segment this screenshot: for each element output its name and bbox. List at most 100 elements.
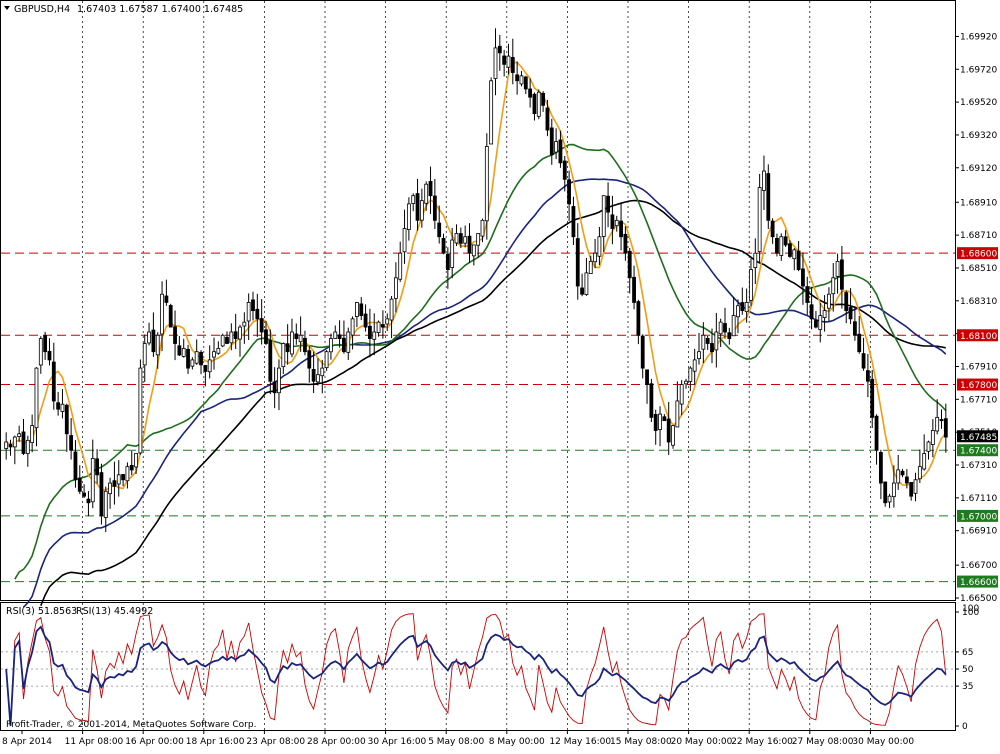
candle-body [606,195,610,213]
level-tag [957,444,998,457]
candle-body [168,305,173,328]
candle-body [337,334,342,339]
candle-body [471,244,476,257]
candle-body [34,367,39,429]
candle-body [424,183,429,204]
candle-body [355,302,359,317]
candle-body [307,350,312,369]
candle-body [411,195,416,204]
candle-body [584,272,589,295]
candle-body [502,55,507,65]
candle-body [662,416,667,422]
candle-body [904,476,909,484]
candle-body [385,318,390,325]
candle-body [701,334,706,350]
candle-body [398,252,403,280]
candle-body [562,160,567,180]
time-label: 15 May 08:00 [610,737,672,747]
price-tick-label: 1.68310 [960,297,997,307]
candle-body [640,335,645,369]
candle-body [619,220,623,238]
candle-body [268,339,273,382]
candle-body [917,466,922,480]
candle-body [731,315,736,337]
candle-body [30,425,35,444]
candle-body [519,75,524,85]
candle-body [610,214,615,229]
candle-body [549,127,554,156]
candle-body [775,237,779,254]
candle-body [597,236,602,257]
candle-body [47,350,52,361]
candle-body [108,482,112,495]
candle-body [112,480,117,487]
candle-body [489,80,494,145]
time-label: 11 Apr 08:00 [65,737,124,747]
candle-body [788,243,792,257]
candle-body [844,292,849,312]
candle-body [69,435,74,451]
candle-body [393,277,398,299]
candle-body [870,378,875,418]
candle-body [138,367,143,454]
rsi-axis: 100 65 50 35 0 100 [955,604,979,732]
time-label: 8 May 00:00 [489,737,545,747]
candle-body [82,492,87,497]
candle-body [428,181,433,197]
rsi-tick-label: 0 [962,722,968,732]
candle-body [814,320,818,328]
price-tick-label: 1.69320 [960,131,997,141]
time-label: 30 Apr 16:00 [368,737,427,747]
price-tick-label: 1.67910 [960,362,997,372]
candle-body [697,351,701,360]
candle-body [939,419,944,422]
candle-body [216,348,221,354]
candle-body [848,307,853,320]
ma-medium-line [14,143,947,580]
candle-body [372,331,377,340]
candle-body [350,318,355,336]
time-label: 5 May 08:00 [428,737,484,747]
chart-menu-icon[interactable] [4,6,10,10]
rsi-tick-label: 65 [962,648,973,658]
candle-body [545,107,550,131]
candle-body [749,269,753,301]
candle-body [783,236,788,246]
candle-body [290,331,294,355]
level-tag-label: 1.67400 [960,447,997,457]
candle-body [203,364,208,372]
current-price-label: 1.67485 [960,433,997,443]
candle-body [64,404,69,435]
candle-body [251,299,255,312]
candle-body [840,259,844,290]
candle-body [419,200,424,221]
candle-body [199,351,203,366]
candle-body [913,479,918,494]
candle-body [705,338,710,344]
candle-body [277,367,281,394]
candle-body [809,304,814,320]
candle-body [346,331,351,353]
candle-body [294,333,299,339]
price-tick-label: 1.66700 [960,561,997,571]
candle-body [675,400,680,428]
candle-body [316,374,320,383]
rsi3-line [5,613,947,727]
candle-body [272,381,277,394]
candle-body [744,302,749,313]
candle-body [865,370,870,382]
candle-body [389,298,394,321]
time-gridlines [82,1,871,730]
rsi13-label: RSI(13) 45.4992 [76,606,153,617]
candle-body [891,482,896,498]
candle-body [320,367,325,377]
candle-body [714,331,719,351]
candle-body [575,238,580,287]
price-tick-label: 1.69920 [960,32,997,42]
candle-body [653,414,658,431]
candle-body [220,334,225,347]
candle-body [406,203,411,231]
candle-body [857,333,862,353]
candle-body [285,343,290,353]
